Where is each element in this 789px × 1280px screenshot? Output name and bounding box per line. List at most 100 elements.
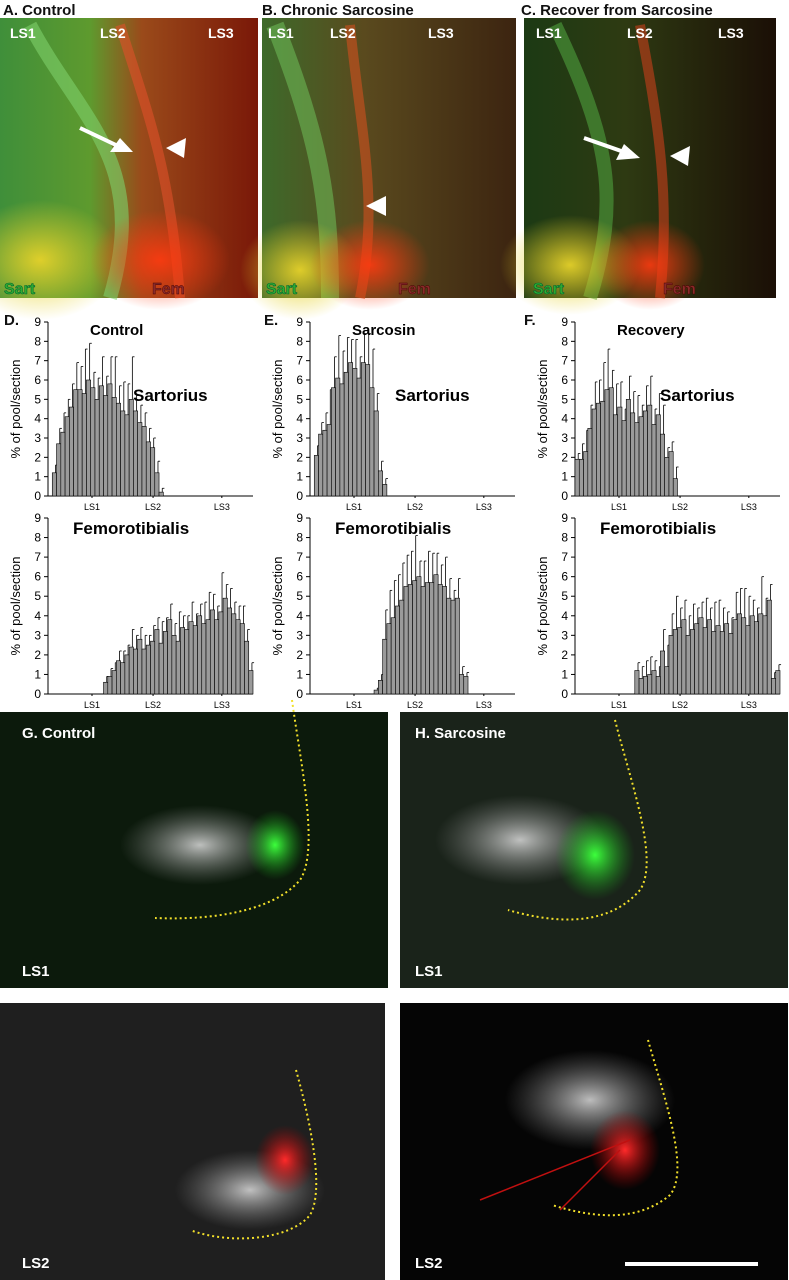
- y-axis-label: % of pool/section: [535, 359, 550, 458]
- bar: [318, 433, 324, 497]
- muscle-label: Fem: [152, 281, 185, 298]
- bar: [373, 689, 379, 695]
- image-g: [0, 699, 388, 988]
- y-tick-label: 1: [296, 470, 303, 484]
- level-label: LS1: [22, 963, 50, 980]
- bar: [343, 371, 349, 497]
- y-tick-label: 6: [561, 570, 568, 584]
- bar: [660, 433, 665, 497]
- bar: [775, 670, 781, 695]
- bar: [604, 389, 610, 497]
- x-tick-label: LS2: [145, 502, 161, 512]
- level-label: LS1: [415, 963, 443, 980]
- bar: [407, 584, 413, 695]
- bar: [244, 640, 250, 695]
- bar: [702, 627, 708, 695]
- bar: [762, 615, 768, 695]
- y-tick-label: 4: [34, 412, 41, 426]
- y-tick-label: 1: [296, 667, 303, 681]
- bar: [390, 617, 396, 695]
- segment-label: LS2: [627, 25, 653, 41]
- y-tick-label: 2: [561, 450, 568, 464]
- x-tick-label: LS2: [407, 502, 423, 512]
- bar: [715, 625, 721, 695]
- bar: [154, 472, 160, 497]
- bar: [766, 599, 772, 695]
- y-tick-label: 0: [34, 687, 41, 701]
- bar: [429, 582, 435, 695]
- y-tick-label: 9: [296, 315, 303, 329]
- bar: [399, 599, 405, 695]
- bar: [184, 629, 190, 695]
- y-tick-label: 2: [296, 648, 303, 662]
- y-axis-label: % of pool/section: [270, 359, 285, 458]
- panel-label: H. Sarcosine: [415, 725, 506, 742]
- bar: [694, 623, 700, 695]
- bar: [56, 443, 62, 497]
- bar: [86, 379, 92, 497]
- y-axis-label: % of pool/section: [8, 359, 23, 458]
- y-tick-label: 9: [561, 511, 568, 525]
- bar: [180, 627, 185, 695]
- y-tick-label: 1: [561, 667, 568, 681]
- segment-label: LS2: [330, 25, 356, 41]
- bar: [128, 399, 134, 497]
- bar: [613, 414, 619, 497]
- y-tick-label: 7: [561, 550, 568, 564]
- y-tick-label: 3: [561, 431, 568, 445]
- bar: [664, 666, 670, 695]
- image-a: [0, 18, 258, 320]
- bar: [175, 640, 181, 695]
- x-tick-label: LS3: [741, 502, 757, 512]
- bar: [356, 377, 362, 497]
- y-tick-label: 7: [296, 550, 303, 564]
- bar: [587, 428, 593, 497]
- bar: [90, 387, 96, 497]
- x-tick-label: LS1: [346, 700, 362, 710]
- bar: [145, 644, 151, 695]
- y-axis-label: % of pool/section: [8, 556, 23, 655]
- x-tick-label: LS3: [214, 502, 230, 512]
- chart-label: Sarcosin: [352, 322, 415, 339]
- bar: [403, 586, 409, 695]
- y-tick-label: 4: [561, 609, 568, 623]
- bar: [214, 619, 220, 695]
- x-tick-label: LS2: [407, 700, 423, 710]
- bar: [446, 597, 452, 695]
- chart-title: Femorotibialis: [600, 519, 716, 538]
- y-tick-label: 5: [561, 589, 568, 603]
- y-tick-label: 7: [34, 354, 41, 368]
- bar: [205, 619, 211, 695]
- bar: [163, 631, 168, 695]
- bar: [608, 387, 614, 497]
- y-tick-label: 6: [34, 570, 41, 584]
- bar: [655, 676, 661, 695]
- muscle-label: Sart: [533, 281, 565, 298]
- bar: [141, 426, 147, 497]
- y-tick-label: 3: [34, 431, 41, 445]
- bar: [378, 680, 383, 695]
- chart-title: Sartorius: [395, 386, 470, 405]
- bar: [668, 635, 674, 695]
- bar: [141, 648, 147, 695]
- bar: [771, 678, 777, 695]
- segment-label: LS1: [10, 25, 36, 41]
- bar: [643, 410, 648, 497]
- y-tick-label: 3: [296, 431, 303, 445]
- bar: [707, 619, 712, 695]
- bar: [133, 410, 138, 497]
- bar: [111, 670, 117, 695]
- panel-label: E.: [264, 312, 278, 329]
- bar: [137, 638, 143, 695]
- bar: [128, 646, 134, 695]
- image-h-ls2: [400, 1003, 788, 1280]
- bar: [365, 364, 371, 497]
- bar: [433, 574, 439, 695]
- muscle-label: Sart: [4, 281, 36, 298]
- level-label: LS2: [22, 1255, 50, 1272]
- y-tick-label: 1: [561, 470, 568, 484]
- chart-label: Control: [90, 322, 143, 339]
- bar: [373, 410, 379, 497]
- bar: [416, 576, 422, 695]
- y-tick-label: 6: [34, 373, 41, 387]
